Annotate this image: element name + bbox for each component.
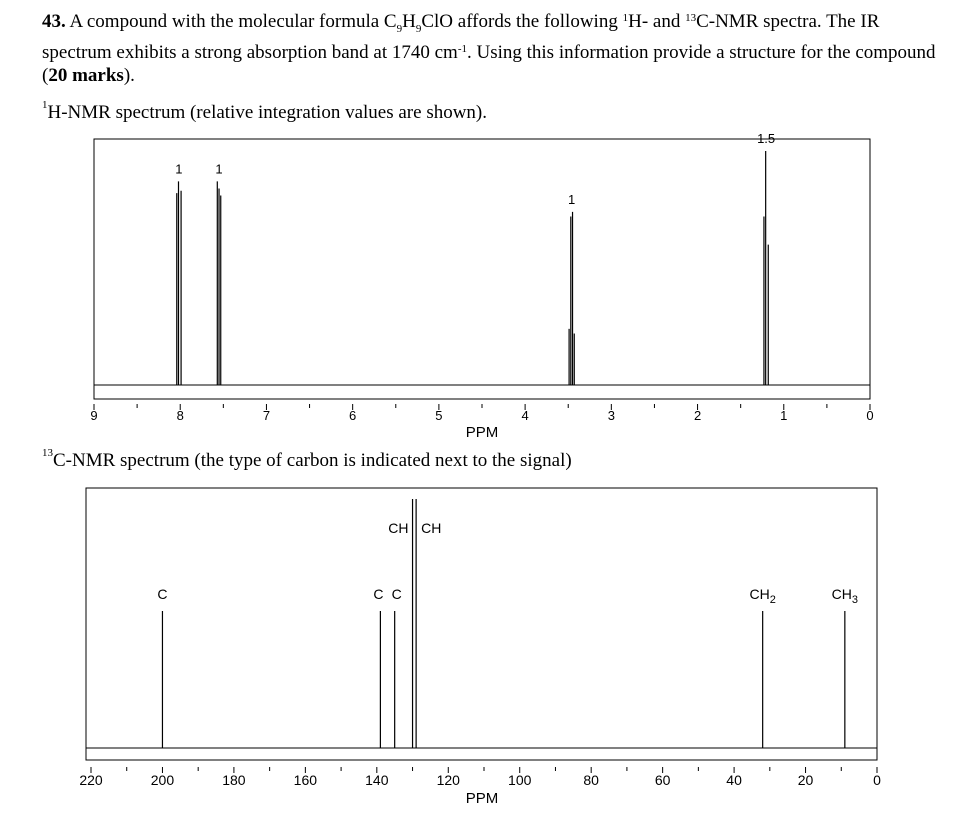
h-nmr-tick-label: 4 <box>521 408 528 423</box>
c-nmr-tick-label: 200 <box>151 772 175 788</box>
h-nmr-frame <box>93 138 871 400</box>
superscript-1: 1 <box>622 12 629 24</box>
question-text-a: A compound with the molecular formula C <box>69 11 397 32</box>
c-nmr-tick-label: 140 <box>365 772 389 788</box>
question-text-e: C-NMR spectra. The IR spectrum exhibits … <box>42 11 880 63</box>
superscript-neg1: -1 <box>457 42 467 55</box>
h-nmr-tick-label: 2 <box>694 408 701 423</box>
c-nmr-heading: 13C-NMR spectrum (the type of carbon is … <box>42 447 572 472</box>
question-text-b: H <box>402 11 416 32</box>
h-nmr-integration-label: 1 <box>568 192 575 207</box>
h-nmr-tick-label: 1 <box>780 408 787 423</box>
c-nmr-tick-label: 120 <box>437 772 461 788</box>
c-nmr-tick-label: 180 <box>222 772 246 788</box>
h-nmr-tick-label: 7 <box>263 408 270 423</box>
h-nmr-integration-label: 1 <box>175 161 182 176</box>
h-nmr-axis-label: PPM <box>466 424 499 441</box>
question-text-g: ). <box>123 64 135 86</box>
h-nmr-heading-sup: 1 <box>42 99 48 111</box>
c-nmr-signal-label: CH <box>388 520 408 536</box>
h-nmr-tick-label: 3 <box>608 408 615 423</box>
question-text-c: ClO affords the following <box>421 11 623 32</box>
marks: 20 marks <box>48 64 124 86</box>
c-nmr-axis-label: PPM <box>466 790 499 807</box>
c-nmr-signal-label: CH2 <box>749 586 775 606</box>
c-nmr-signal-label: CH3 <box>832 586 858 606</box>
c-nmr-heading-text: C-NMR spectrum (the type of carbon is in… <box>53 450 572 471</box>
c-nmr-tick-label: 160 <box>294 772 318 788</box>
h-nmr-tick-label: 6 <box>349 408 356 423</box>
h-nmr-heading: 1H-NMR spectrum (relative integration va… <box>42 99 488 124</box>
formula-subscript-h: 9 <box>415 22 422 35</box>
c-nmr-tick-label: 100 <box>508 772 532 788</box>
c-nmr-tick-label: 20 <box>798 772 814 788</box>
c-nmr-tick-label: 80 <box>583 772 599 788</box>
h-nmr-tick-label: 9 <box>90 408 97 423</box>
c-nmr-tick-label: 40 <box>726 772 742 788</box>
c-nmr-signal-label: CH <box>421 520 441 536</box>
question-text-f: . Using this information provide a struc… <box>42 41 936 86</box>
h-nmr-tick-label: 0 <box>866 408 873 423</box>
c-nmr-signal-label: C <box>373 586 383 602</box>
h-nmr-heading-text: H-NMR spectrum (relative integration val… <box>47 102 488 123</box>
c-nmr-frame <box>85 487 878 761</box>
question-number: 43. <box>42 11 66 32</box>
superscript-13: 13 <box>685 12 697 24</box>
c-nmr-signal-label: C <box>392 586 402 602</box>
h-nmr-tick-label: 5 <box>435 408 442 423</box>
c-nmr-heading-sup: 13 <box>42 447 53 459</box>
question-text-d: H- and <box>628 11 686 32</box>
h-nmr-integration-label: 1.5 <box>757 131 775 146</box>
question-text: 43. A compound with the molecular formul… <box>42 10 942 87</box>
c-nmr-tick-label: 60 <box>655 772 671 788</box>
h-nmr-integration-label: 1 <box>215 161 222 176</box>
h-nmr-tick-label: 8 <box>177 408 184 423</box>
c-nmr-tick-label: 220 <box>79 772 103 788</box>
formula-subscript-c: 9 <box>396 22 403 35</box>
c-nmr-tick-label: 0 <box>873 772 881 788</box>
c-nmr-signal-label: C <box>157 586 167 602</box>
